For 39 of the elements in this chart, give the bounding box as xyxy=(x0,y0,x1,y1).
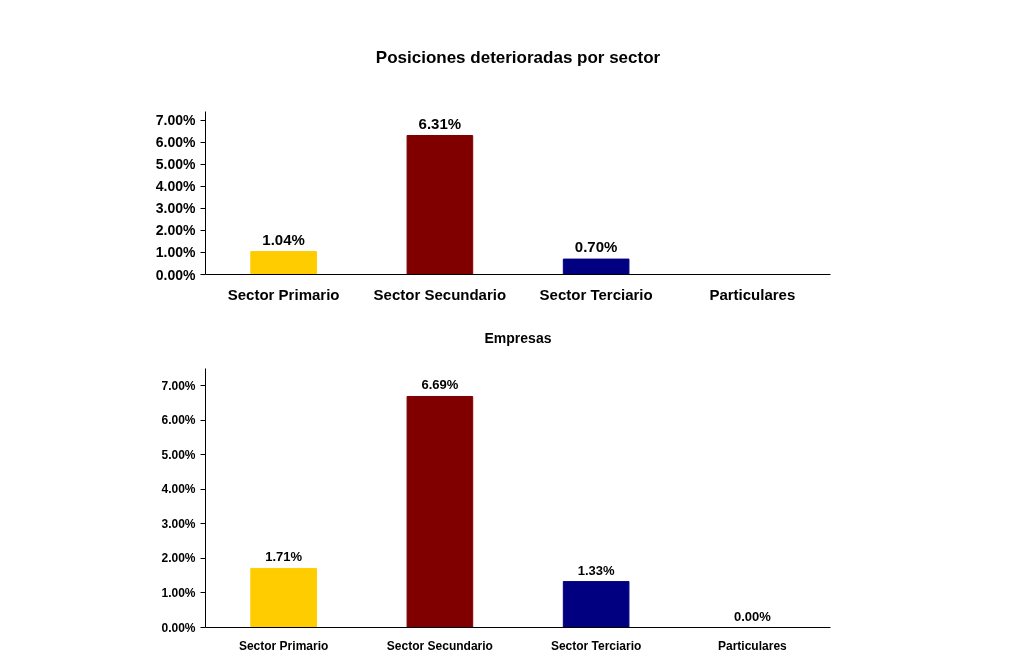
data-label: 1.33% xyxy=(577,562,615,578)
y-tick-label: 4.00% xyxy=(161,482,196,497)
y-tick-label: 3.00% xyxy=(155,200,197,217)
x-tick-label: Sector Terciario xyxy=(550,638,642,653)
y-tick-label: 5.00% xyxy=(161,447,196,462)
chart-title: Empresas xyxy=(484,330,552,346)
y-tick-label: 6.00% xyxy=(155,134,197,151)
x-tick-label: Particulares xyxy=(718,638,788,653)
bar xyxy=(562,581,630,628)
data-label: 1.71% xyxy=(265,549,303,565)
y-tick-label: 6.00% xyxy=(161,413,196,428)
data-label: 0.00% xyxy=(733,608,772,624)
y-tick-label: 0.00% xyxy=(161,620,196,635)
y-tick-label: 0.00% xyxy=(155,266,197,283)
x-tick-label: Sector Primario xyxy=(238,638,329,653)
bar xyxy=(406,395,474,628)
x-tick-label: Sector Secundario xyxy=(386,638,493,653)
data-label: 6.31% xyxy=(418,114,462,132)
y-tick-label: 1.00% xyxy=(161,585,196,600)
x-tick-label: Sector Secundario xyxy=(373,285,507,303)
y-tick-label: 2.00% xyxy=(161,551,196,566)
y-tick-label: 1.00% xyxy=(155,244,197,261)
data-label: 1.04% xyxy=(262,230,305,248)
x-tick-label: Sector Primario xyxy=(227,285,340,303)
data-label: 0.70% xyxy=(574,238,618,256)
y-tick-label: 2.00% xyxy=(155,222,197,239)
data-label: 6.69% xyxy=(421,377,459,393)
bar xyxy=(250,567,317,628)
y-tick-label: 5.00% xyxy=(155,156,197,173)
chart-title: Posiciones deterioradas por sector xyxy=(375,47,661,67)
bar xyxy=(562,258,630,275)
x-tick-label: Particulares xyxy=(709,285,796,303)
bar xyxy=(406,135,474,275)
y-tick-label: 3.00% xyxy=(161,516,196,531)
y-tick-label: 7.00% xyxy=(155,112,197,129)
bar xyxy=(250,251,317,275)
y-tick-label: 4.00% xyxy=(155,178,197,195)
x-tick-label: Sector Terciario xyxy=(539,285,653,303)
y-tick-label: 7.00% xyxy=(161,378,196,393)
